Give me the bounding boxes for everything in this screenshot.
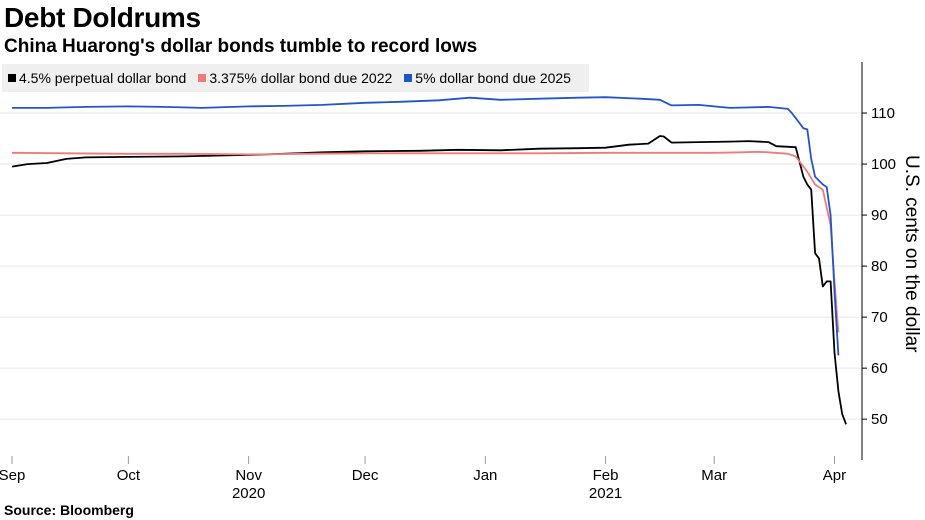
legend-swatch-perpetual (8, 74, 16, 82)
legend-item-2022: 3.375% dollar bond due 2022 (198, 70, 392, 86)
series-line-0 (11, 135, 847, 425)
x-tick-label-feb: Feb (593, 467, 619, 484)
legend-swatch-2022 (198, 74, 207, 82)
x-year-label-2020: 2020 (232, 485, 265, 502)
x-year-label-2021: 2021 (589, 485, 622, 502)
y-tick-label-70: 70 (871, 309, 888, 326)
y-tick-label-80: 80 (871, 258, 888, 275)
x-tick-label-jan: Jan (473, 467, 497, 484)
legend: 4.5% perpetual dollar bond 3.375% dollar… (2, 64, 589, 92)
x-tick-label-sep: Sep (0, 467, 25, 484)
x-tick-label-apr: Apr (823, 467, 846, 484)
series-line-2 (12, 96, 840, 356)
y-tick-label-90: 90 (871, 207, 888, 224)
chart-title: Debt Doldrums (4, 2, 201, 33)
x-tick-label-dec: Dec (352, 467, 379, 484)
x-tick-label-mar: Mar (701, 467, 727, 484)
y-tick-label-60: 60 (871, 360, 888, 377)
y-axis-label: U.S. cents on the dollar (901, 155, 922, 353)
y-tick-label-50: 50 (871, 411, 888, 428)
source-note: Source: Bloomberg (4, 502, 134, 518)
legend-label-2025: 5% dollar bond due 2025 (415, 70, 571, 86)
x-tick-label-oct: Oct (117, 467, 141, 484)
legend-item-2025: 5% dollar bond due 2025 (404, 70, 571, 86)
x-tick-label-nov: Nov (235, 467, 262, 484)
legend-item-perpetual: 4.5% perpetual dollar bond (8, 70, 186, 86)
legend-label-perpetual: 4.5% perpetual dollar bond (19, 70, 187, 86)
y-tick-label-110: 110 (871, 105, 895, 122)
series-line-1 (11, 150, 840, 333)
y-tick-label-100: 100 (871, 156, 896, 173)
chart-subtitle: China Huarong's dollar bonds tumble to r… (4, 36, 478, 57)
legend-swatch-2025 (404, 74, 413, 82)
legend-label-2022: 3.375% dollar bond due 2022 (209, 70, 393, 86)
